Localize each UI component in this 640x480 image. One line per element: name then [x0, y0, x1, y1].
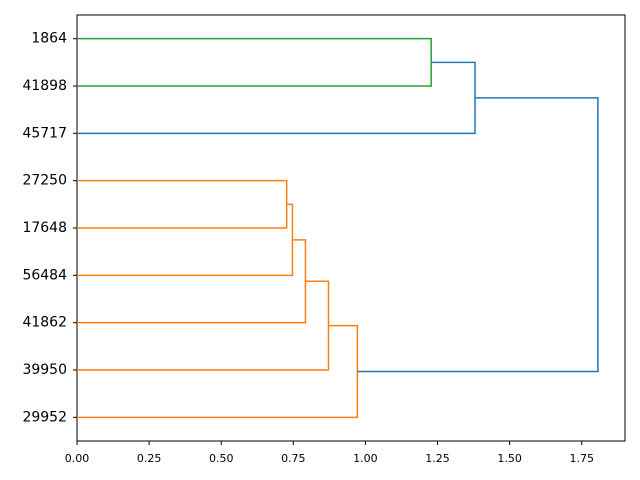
link [77, 179, 288, 229]
leaf-label: 41898 [22, 78, 67, 94]
link [77, 280, 330, 371]
x-tick-label: 1.75 [569, 452, 594, 465]
link [357, 97, 599, 373]
x-tick-label: 0.75 [281, 452, 306, 465]
link [77, 324, 359, 419]
x-tick-label: 1.25 [425, 452, 450, 465]
leaf-label: 41862 [22, 315, 67, 331]
x-tick-label: 0.25 [137, 452, 162, 465]
link [77, 37, 432, 87]
x-tick-label: 1.50 [497, 452, 522, 465]
leaf-label: 17648 [22, 220, 67, 236]
leaf-label: 39950 [22, 362, 67, 378]
x-tick-label: 0.50 [209, 452, 234, 465]
leaf-label: 27250 [22, 173, 67, 189]
leaf-label: 45717 [22, 125, 67, 141]
x-tick-label: 1.00 [353, 452, 378, 465]
x-tick-label: 0.00 [65, 452, 90, 465]
leaf-label: 56484 [22, 267, 67, 283]
link [77, 61, 476, 135]
link [77, 203, 294, 277]
leaf-label: 1864 [31, 31, 67, 47]
link [77, 239, 307, 324]
leaf-label: 29952 [22, 409, 67, 425]
